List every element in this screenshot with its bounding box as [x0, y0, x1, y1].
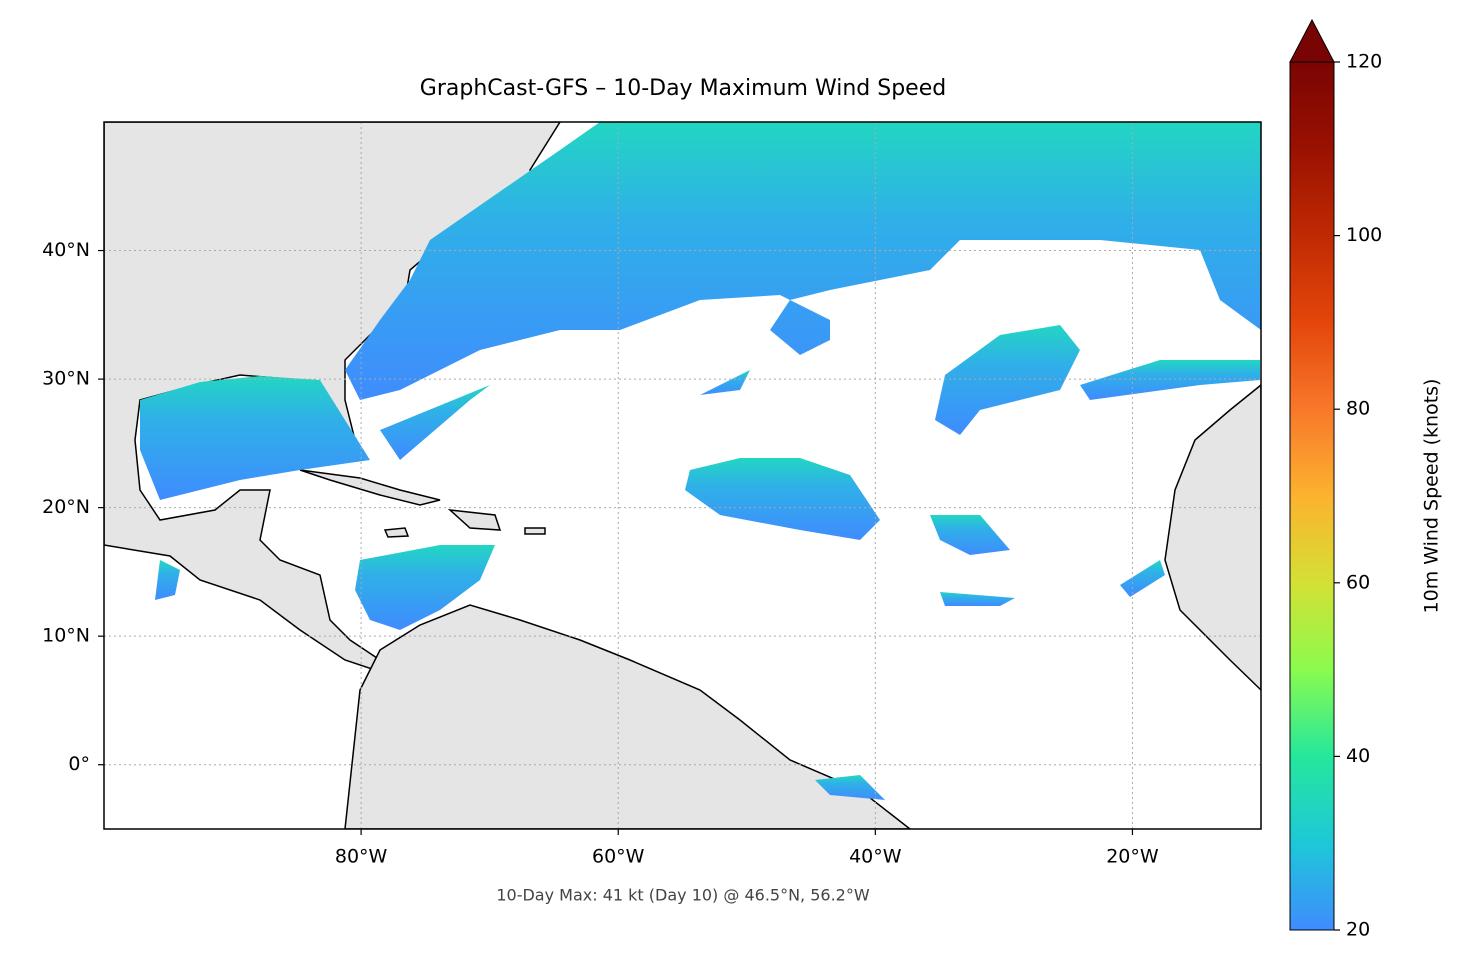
wind-area	[940, 592, 1015, 606]
colorbar-tick-label: 40	[1346, 745, 1370, 767]
africa	[1164, 384, 1261, 692]
colorbar-tick-label: 20	[1346, 919, 1370, 941]
y-tick-label: 40°N	[42, 239, 90, 261]
colorbar	[1289, 61, 1335, 931]
colorbar-tick-label: 80	[1346, 398, 1370, 420]
puerto-rico	[524, 527, 546, 535]
x-tick-label: 40°W	[849, 846, 902, 868]
wind-area	[1080, 360, 1260, 400]
y-tick-label: 20°N	[42, 496, 90, 518]
land	[104, 122, 1261, 829]
wind-area	[815, 775, 885, 800]
x-tick-label: 20°W	[1106, 846, 1159, 868]
x-tick-label: 80°W	[335, 846, 388, 868]
map-area	[104, 122, 1261, 829]
wind-area	[140, 376, 370, 500]
annotation: 10-Day Max: 41 kt (Day 10) @ 46.5°N, 56.…	[496, 886, 870, 905]
map-title: GraphCast-GFS – 10-Day Maximum Wind Spee…	[420, 76, 946, 101]
wind-area	[355, 545, 495, 630]
colorbar-tick-label: 100	[1346, 224, 1382, 246]
colorbar-tick-label: 60	[1346, 571, 1370, 593]
y-tick-label: 30°N	[42, 368, 90, 390]
south-america	[344, 604, 912, 829]
wind-area	[1120, 560, 1165, 597]
north-america	[104, 122, 561, 671]
y-tick-label: 0°	[68, 753, 90, 775]
colorbar-label: 10m Wind Speed (knots)	[1421, 379, 1443, 614]
wind-area	[930, 515, 1010, 555]
cuba	[299, 469, 441, 506]
map-frame	[103, 121, 1262, 830]
wind-field	[140, 122, 1261, 800]
x-tick-label: 60°W	[592, 846, 645, 868]
wind-area	[155, 560, 180, 600]
wind-area	[700, 370, 750, 395]
wind-area	[380, 385, 490, 460]
hispaniola	[447, 508, 502, 531]
colorbar-tick-label: 120	[1346, 51, 1382, 73]
wind-area	[685, 458, 880, 540]
colorbar-extension	[1289, 18, 1335, 63]
jamaica	[383, 527, 410, 538]
y-tick-label: 10°N	[42, 625, 90, 647]
wind-area	[345, 122, 1261, 400]
wind-area	[935, 325, 1080, 435]
